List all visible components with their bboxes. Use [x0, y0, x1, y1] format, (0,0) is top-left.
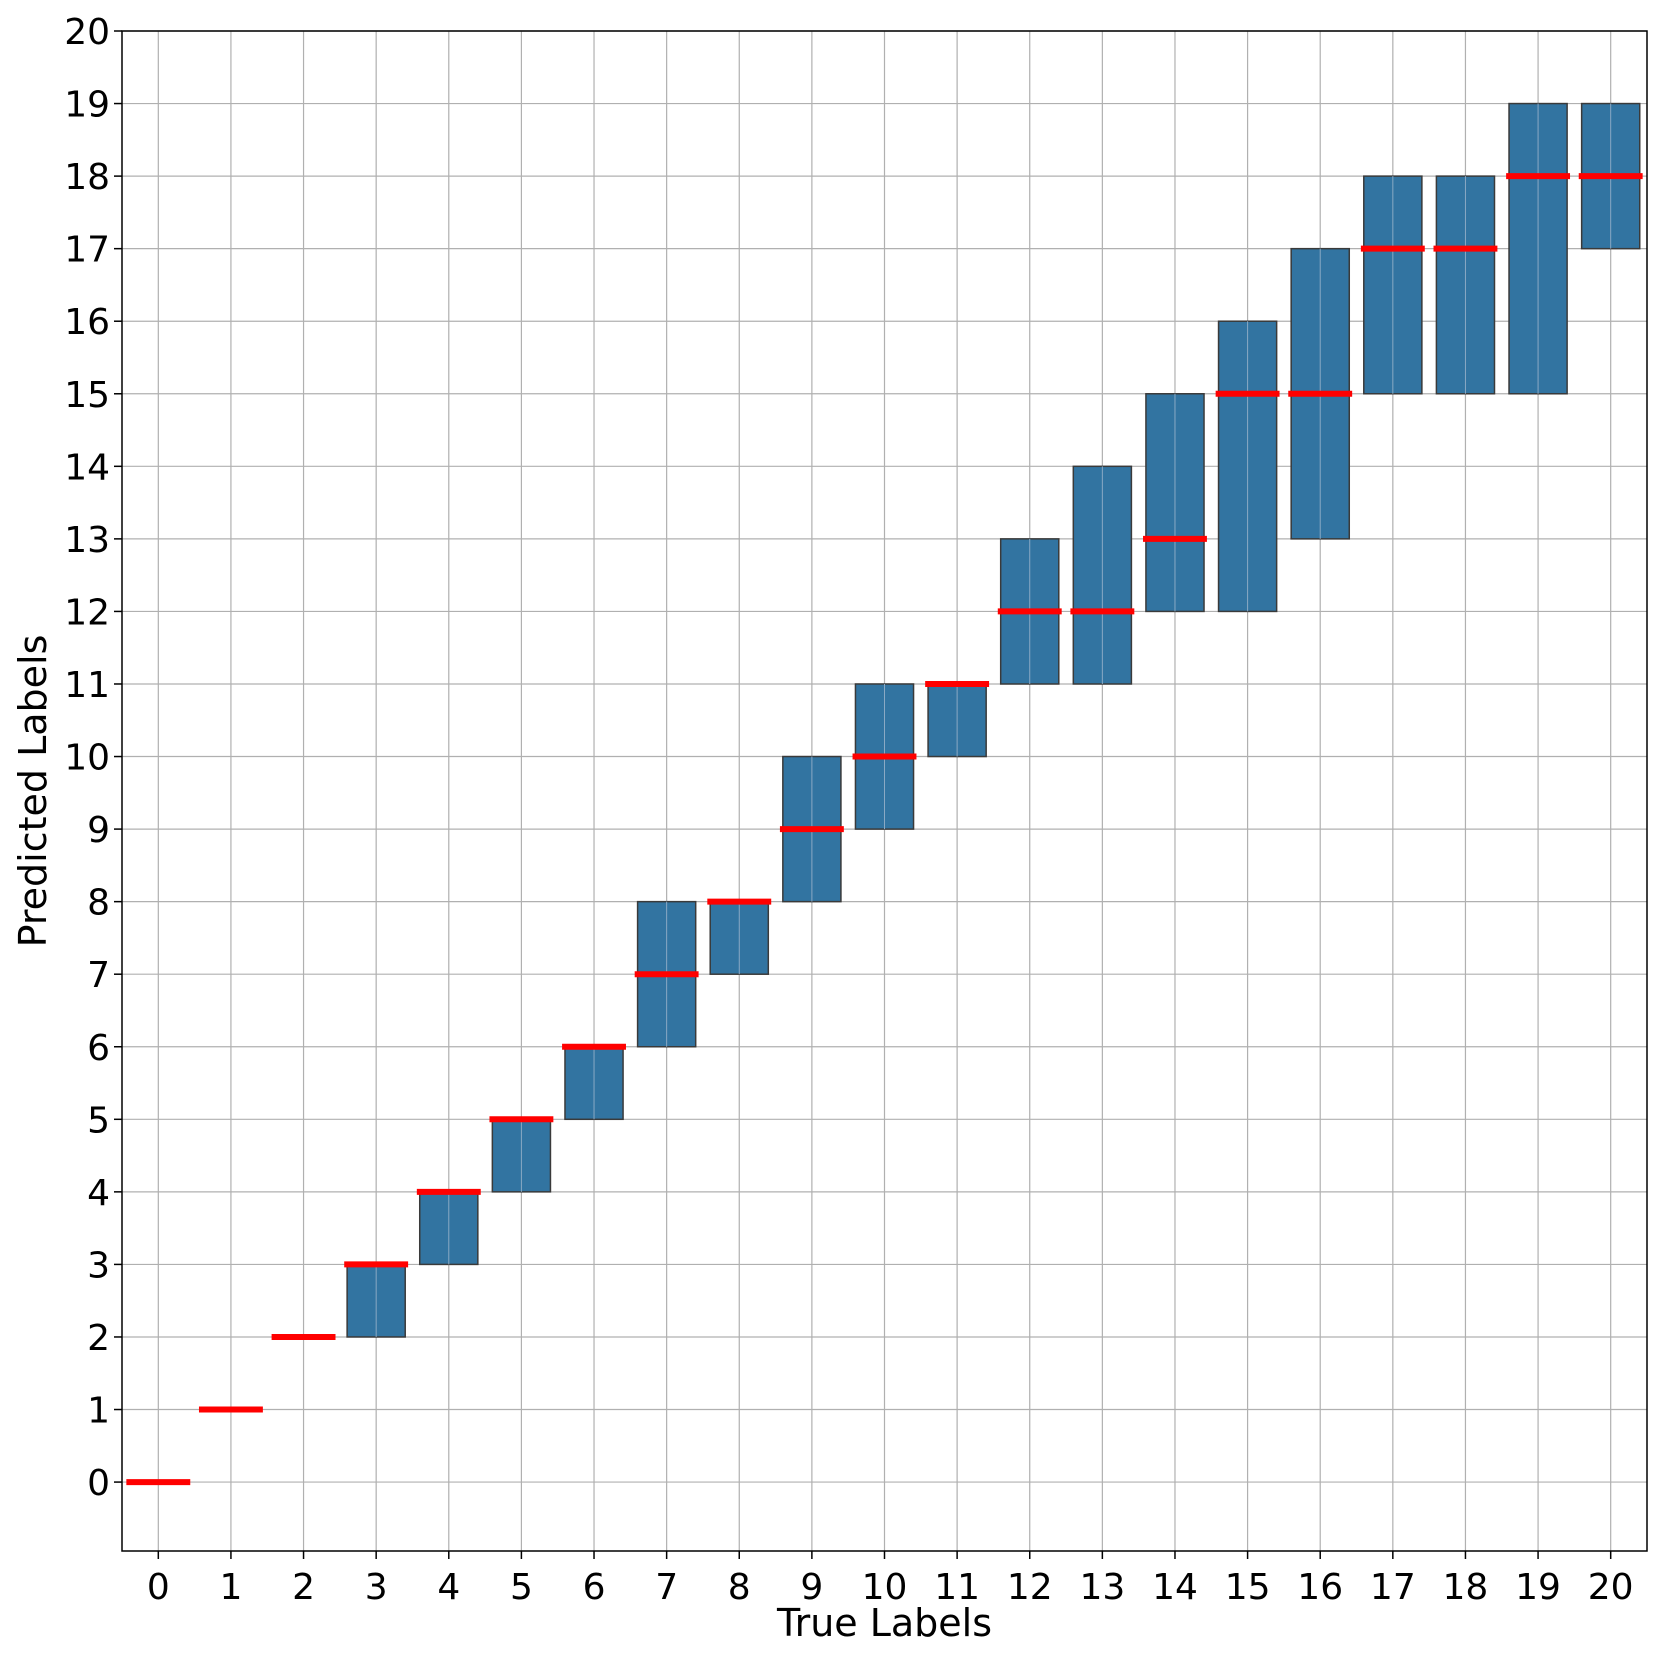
y-axis-label: Predicted Labels	[11, 635, 55, 948]
x-tick-label: 3	[365, 1567, 388, 1608]
x-tick-label: 4	[437, 1567, 460, 1608]
x-tick-label: 20	[1588, 1567, 1634, 1608]
y-tick-label: 19	[64, 85, 110, 126]
y-tick-label: 20	[64, 12, 110, 53]
x-tick-label: 14	[1152, 1567, 1198, 1608]
y-tick-label: 10	[64, 738, 110, 779]
x-tick-label: 9	[800, 1567, 823, 1608]
y-tick-label: 12	[64, 592, 110, 633]
y-tick-label: 0	[87, 1463, 110, 1504]
y-tick-label: 8	[87, 883, 110, 924]
x-tick-label: 15	[1225, 1567, 1271, 1608]
y-tick-label: 11	[64, 665, 110, 706]
x-tick-label: 16	[1297, 1567, 1343, 1608]
x-tick-label: 2	[292, 1567, 315, 1608]
x-tick-label: 6	[583, 1567, 606, 1608]
x-tick-label: 17	[1370, 1567, 1416, 1608]
x-tick-label: 0	[147, 1567, 170, 1608]
medians	[126, 173, 1643, 1486]
y-tick-label: 17	[64, 230, 110, 271]
x-tick-label: 1	[219, 1567, 242, 1608]
x-tick-label: 12	[1007, 1567, 1053, 1608]
boxes	[346, 102, 1641, 1338]
x-tick-label: 8	[728, 1567, 751, 1608]
y-tick-label: 3	[87, 1245, 110, 1286]
x-tick-labels: 0 1 2 3 4 5 6 7 8 9 10 11 12 13 14 15 16 17 18 19 20	[147, 1551, 1634, 1608]
y-tick-label: 4	[87, 1173, 110, 1214]
y-tick-label: 15	[64, 375, 110, 416]
x-tick-label: 7	[655, 1567, 678, 1608]
y-tick-label: 7	[87, 955, 110, 996]
x-tick-label: 10	[862, 1567, 908, 1608]
x-tick-label: 5	[510, 1567, 533, 1608]
y-tick-label: 18	[64, 157, 110, 198]
x-tick-label: 11	[934, 1567, 980, 1608]
y-tick-label: 1	[87, 1391, 110, 1432]
y-tick-label: 2	[87, 1318, 110, 1359]
x-axis-label: True Labels	[776, 1601, 992, 1645]
y-tick-label: 9	[87, 810, 110, 851]
y-tick-label: 5	[87, 1100, 110, 1141]
y-tick-label: 13	[64, 520, 110, 561]
x-tick-label: 13	[1079, 1567, 1125, 1608]
x-tick-label: 19	[1515, 1567, 1561, 1608]
x-tick-label: 18	[1443, 1567, 1489, 1608]
y-tick-label: 16	[64, 302, 110, 343]
y-tick-label: 14	[64, 447, 110, 488]
y-tick-label: 6	[87, 1028, 110, 1069]
